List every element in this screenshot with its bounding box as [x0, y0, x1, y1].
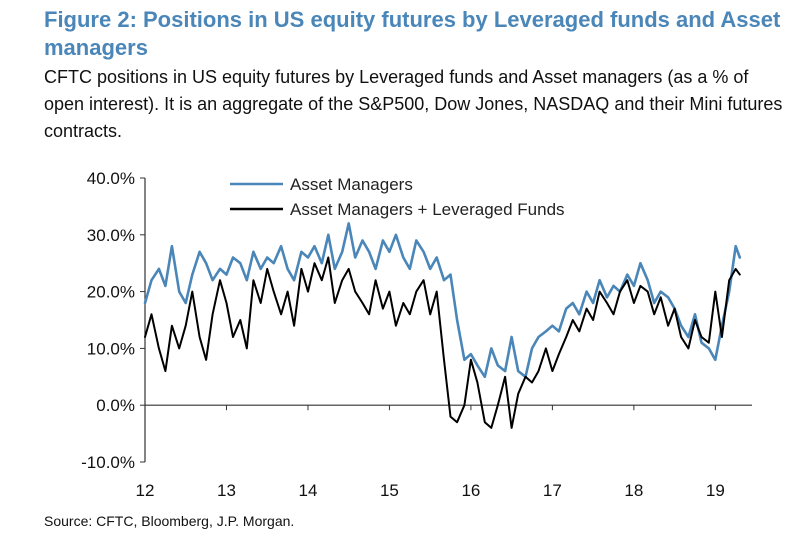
x-tick-label: 13 [217, 481, 236, 500]
legend-label: Asset Managers [290, 175, 413, 194]
x-tick-label: 18 [624, 481, 643, 500]
chart-series [143, 222, 742, 429]
source-note: Source: CFTC, Bloomberg, J.P. Morgan. [44, 513, 295, 529]
y-tick-label: 40.0% [87, 169, 135, 188]
x-tick-label: 17 [543, 481, 562, 500]
x-tick-label: 16 [461, 481, 480, 500]
figure-title: Figure 2: Positions in US equity futures… [44, 7, 781, 60]
legend-label: Asset Managers + Leveraged Funds [290, 200, 565, 219]
y-tick-label: 0.0% [96, 396, 135, 415]
series-line-asset-managers-plus-leveraged-funds [144, 256, 741, 429]
y-tick-label: -10.0% [81, 453, 135, 472]
figure-subtitle: CFTC positions in US equity futures by L… [44, 67, 783, 141]
chart-legend: Asset Managers Asset Managers + Leveraged… [230, 175, 565, 219]
x-tick-label: 14 [298, 481, 317, 500]
x-tick-label: 12 [136, 481, 155, 500]
x-tick-label: 19 [706, 481, 725, 500]
y-tick-label: 30.0% [87, 226, 135, 245]
y-tick-label: 20.0% [87, 283, 135, 302]
y-tick-label: 10.0% [87, 339, 135, 358]
x-tick-label: 15 [380, 481, 399, 500]
series-line-asset-managers [143, 222, 742, 379]
